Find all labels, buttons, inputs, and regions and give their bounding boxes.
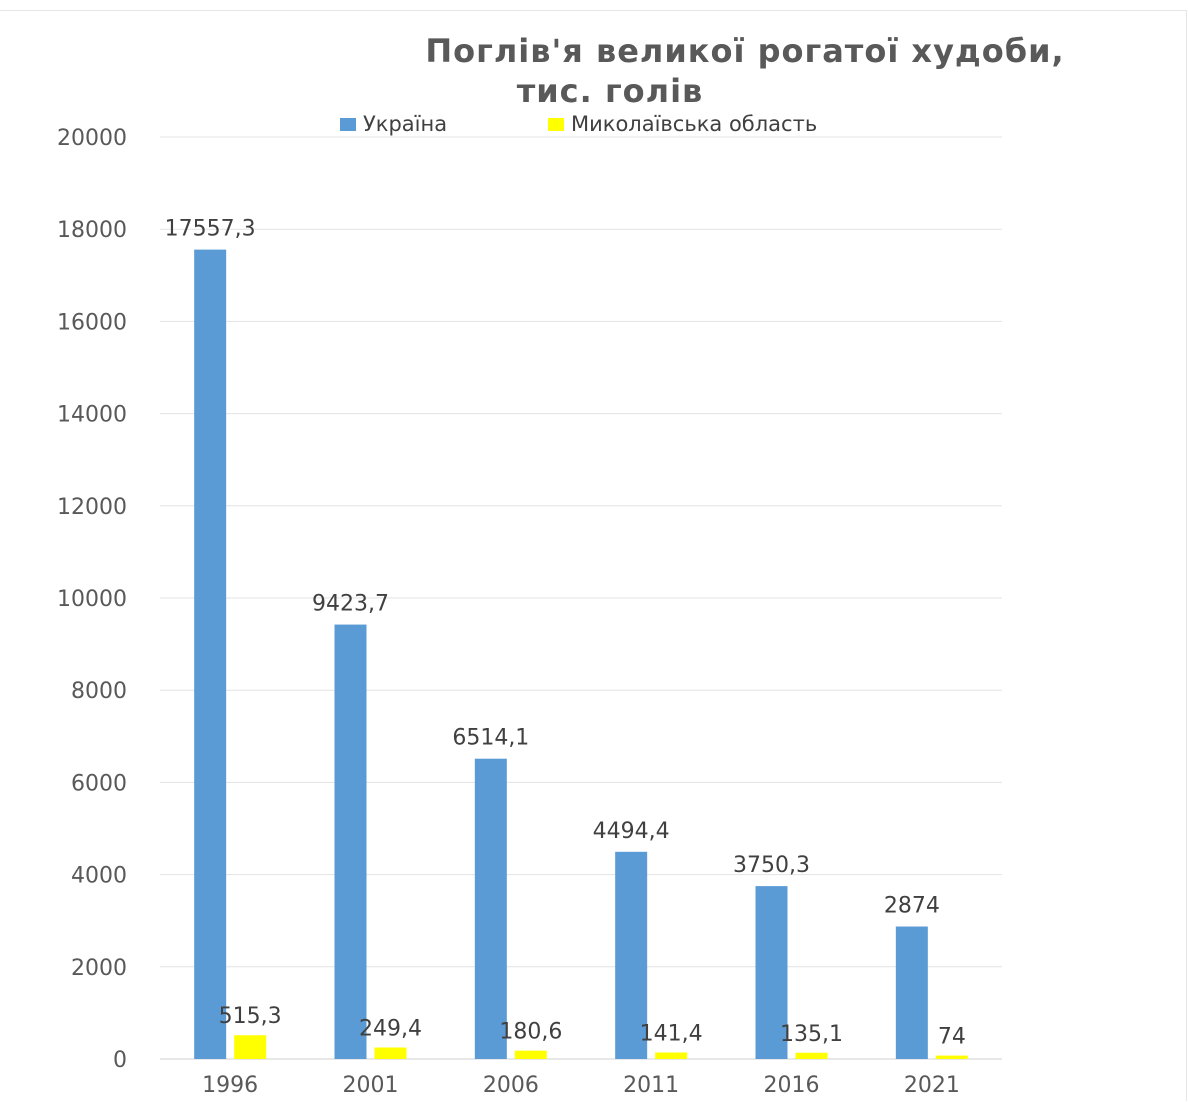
x-tick-label: 2006 (483, 1073, 539, 1098)
legend-item-mykolaiv: Миколаївська область (548, 112, 817, 136)
bar-mykolaiv-2021 (935, 1055, 968, 1059)
legend-swatch-mykolaiv (548, 117, 564, 131)
bar-ukraine-2021 (895, 926, 928, 1059)
bar-mykolaiv-2011 (655, 1052, 688, 1059)
y-tick-label: 18000 (57, 218, 127, 243)
x-tick-label: 2011 (623, 1073, 679, 1098)
data-label-ukraine-2021: 2874 (884, 894, 940, 919)
y-tick-label: 16000 (57, 310, 127, 335)
legend-label-mykolaiv: Миколаївська область (571, 112, 818, 136)
x-tick-label: 2016 (764, 1073, 820, 1098)
data-label-mykolaiv-2016: 135,1 (780, 1022, 843, 1047)
y-tick-label: 12000 (57, 495, 127, 520)
bar-ukraine-2011 (615, 851, 648, 1059)
data-label-mykolaiv-2021: 74 (938, 1025, 966, 1050)
y-tick-label: 2000 (71, 956, 127, 981)
data-label-mykolaiv-2001: 249,4 (359, 1017, 422, 1042)
bar-mykolaiv-2006 (514, 1050, 547, 1059)
bar-mykolaiv-2001 (374, 1047, 407, 1059)
bar-mykolaiv-1996 (234, 1035, 267, 1059)
chart-frame (0, 10, 1187, 1101)
bar-ukraine-2006 (474, 758, 507, 1059)
y-tick-label: 8000 (71, 679, 127, 704)
legend-item-ukraine: Україна (340, 112, 447, 136)
y-tick-label: 6000 (71, 771, 127, 796)
y-tick-label: 0 (113, 1048, 127, 1073)
x-tick-label: 2001 (343, 1073, 399, 1098)
bar-mykolaiv-2016 (795, 1052, 828, 1059)
bar-ukraine-1996 (194, 249, 227, 1060)
data-label-ukraine-2016: 3750,3 (733, 853, 810, 878)
x-tick-label: 1996 (202, 1073, 258, 1098)
chart-title-line-2: тис. голів (516, 72, 704, 110)
legend-swatch-ukraine (340, 117, 356, 131)
data-label-ukraine-2001: 9423,7 (312, 592, 389, 617)
data-label-mykolaiv-2006: 180,6 (499, 1020, 562, 1045)
bar-ukraine-2016 (755, 886, 788, 1059)
y-tick-label: 10000 (57, 587, 127, 612)
legend-label-ukraine: Україна (363, 112, 448, 136)
data-label-mykolaiv-2011: 141,4 (640, 1021, 703, 1046)
data-label-mykolaiv-1996: 515,3 (219, 1004, 282, 1029)
data-label-ukraine-1996: 17557,3 (165, 217, 256, 242)
y-tick-label: 20000 (57, 126, 127, 151)
data-label-ukraine-2006: 6514,1 (452, 726, 529, 751)
y-tick-label: 14000 (57, 403, 127, 428)
data-label-ukraine-2011: 4494,4 (593, 819, 670, 844)
x-tick-label: 2021 (904, 1073, 960, 1098)
chart-title-line-1: Поглів'я великої рогатої худоби, (425, 32, 1065, 70)
bar-ukraine-2001 (334, 624, 367, 1059)
y-tick-label: 4000 (71, 864, 127, 889)
